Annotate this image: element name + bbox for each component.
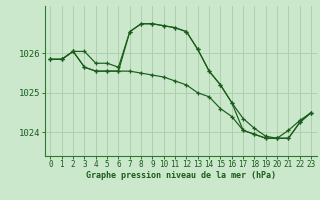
X-axis label: Graphe pression niveau de la mer (hPa): Graphe pression niveau de la mer (hPa)	[86, 171, 276, 180]
